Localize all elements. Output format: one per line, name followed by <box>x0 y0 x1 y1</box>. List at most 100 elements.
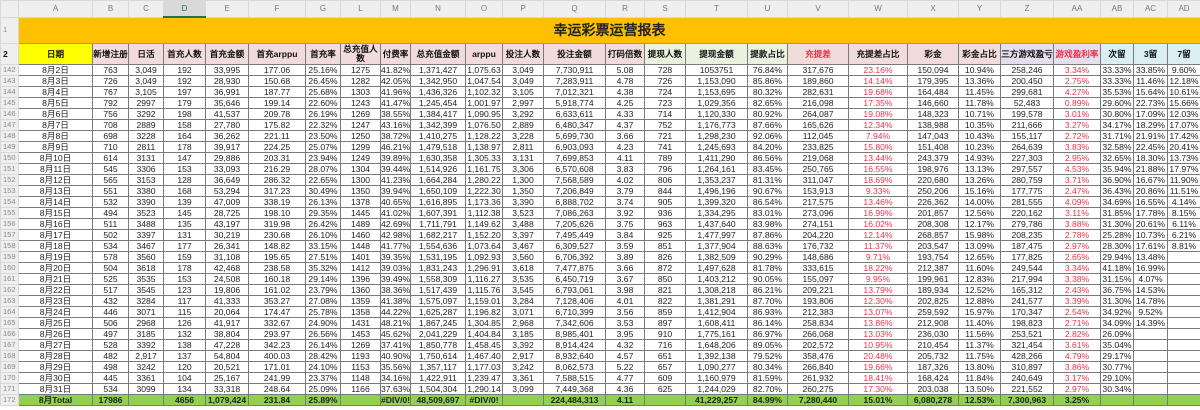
data-cell[interactable]: 1,437,640 <box>685 218 748 230</box>
data-cell[interactable]: 112,045 <box>787 130 849 142</box>
data-cell[interactable]: 5.08 <box>605 64 645 76</box>
data-cell[interactable]: 31.30% <box>1100 218 1134 230</box>
data-cell[interactable]: 3.39% <box>1053 295 1101 307</box>
data-cell[interactable]: 1,371,427 <box>410 64 466 76</box>
data-cell[interactable]: 208,308 <box>907 218 959 230</box>
data-cell[interactable]: #DIV/0! <box>380 394 411 406</box>
data-cell[interactable]: 224.25 <box>248 141 306 153</box>
data-cell[interactable]: 6,480,347 <box>543 119 606 131</box>
data-cell[interactable]: 212,387 <box>907 262 959 274</box>
row-number[interactable]: 153 <box>0 185 19 197</box>
data-cell[interactable]: 925 <box>644 229 686 241</box>
row-number[interactable]: 171 <box>0 383 19 395</box>
data-cell[interactable]: 338.19 <box>248 196 306 208</box>
data-cell[interactable]: 12.65% <box>958 251 1001 263</box>
data-cell[interactable]: 4.01 <box>605 295 645 307</box>
date-cell[interactable]: 8月15日 <box>18 207 93 219</box>
data-cell[interactable]: 333,615 <box>787 262 849 274</box>
data-cell[interactable]: 36,262 <box>205 130 249 142</box>
data-cell[interactable]: 13.80% <box>958 361 1001 373</box>
data-cell[interactable]: 11.75% <box>958 350 1001 362</box>
data-cell[interactable]: 1,102.32 <box>465 86 503 98</box>
data-cell[interactable]: 131 <box>163 229 206 241</box>
data-cell[interactable]: 1,531,195 <box>410 251 466 263</box>
date-cell[interactable]: 8月16日 <box>18 218 93 230</box>
date-cell[interactable]: 8月23日 <box>18 295 93 307</box>
data-cell[interactable]: 165,312 <box>1000 284 1054 296</box>
data-cell[interactable]: 25.78% <box>305 306 341 318</box>
data-cell[interactable]: 42.98% <box>380 229 411 241</box>
data-cell[interactable]: 1360 <box>340 284 381 296</box>
data-cell[interactable]: 3.95 <box>605 328 645 340</box>
date-cell[interactable]: 8月17日 <box>18 229 93 241</box>
data-cell[interactable]: 175.82 <box>248 119 306 131</box>
data-cell[interactable]: 11.90% <box>1167 174 1200 186</box>
date-cell[interactable]: 8月7日 <box>18 119 93 131</box>
data-cell[interactable]: 168,424 <box>907 372 959 384</box>
data-cell[interactable]: 11.37% <box>958 339 1001 351</box>
data-cell[interactable]: 494 <box>92 207 129 219</box>
data-cell[interactable]: 87.66% <box>747 119 788 131</box>
data-cell[interactable]: 1,001.97 <box>465 97 503 109</box>
data-cell[interactable]: 38.36% <box>380 284 411 296</box>
data-cell[interactable]: 19.66% <box>848 361 908 373</box>
data-cell[interactable]: 26.13% <box>305 196 341 208</box>
row-number[interactable]: 143 <box>0 75 19 87</box>
data-cell[interactable]: 532 <box>92 196 129 208</box>
data-cell[interactable]: 14.39% <box>1133 317 1168 329</box>
data-cell[interactable]: 35.32% <box>305 262 341 274</box>
data-cell[interactable]: 165,626 <box>787 119 849 131</box>
data-cell[interactable]: 2,968 <box>502 317 544 329</box>
data-cell[interactable]: 7,283,911 <box>543 75 606 87</box>
data-cell[interactable]: 177 <box>163 240 206 252</box>
data-cell[interactable]: 3,523 <box>502 207 544 219</box>
data-cell[interactable]: 1247 <box>340 119 381 131</box>
data-cell[interactable]: 3560 <box>128 251 164 263</box>
data-cell[interactable]: 1,149.62 <box>465 218 503 230</box>
data-cell[interactable]: 3380 <box>128 185 164 197</box>
data-cell[interactable]: 609 <box>644 372 686 384</box>
data-cell[interactable]: 83.98% <box>747 218 788 230</box>
data-cell[interactable]: 86.56% <box>747 152 788 164</box>
data-cell[interactable]: 3523 <box>128 207 164 219</box>
column-letter-U[interactable]: U <box>747 0 788 18</box>
data-cell[interactable]: 17.61% <box>1133 240 1168 252</box>
data-cell[interactable]: 752 <box>644 119 686 131</box>
data-cell[interactable]: 29.17% <box>1100 350 1134 362</box>
data-cell[interactable]: 3.92 <box>605 207 645 219</box>
data-cell[interactable]: 198 <box>163 108 206 120</box>
column-letter-B[interactable]: B <box>92 0 129 18</box>
data-cell[interactable]: 1,334,295 <box>685 207 748 219</box>
data-cell[interactable]: 29.35% <box>305 207 341 219</box>
date-cell[interactable]: 8月28日 <box>18 350 93 362</box>
data-cell[interactable]: 4.25 <box>605 97 645 109</box>
data-cell[interactable]: 87.70% <box>747 295 788 307</box>
data-cell[interactable]: 12.88% <box>958 295 1001 307</box>
column-letter-AC[interactable]: AC <box>1133 0 1168 18</box>
data-cell[interactable]: 81.31% <box>747 174 788 186</box>
data-cell[interactable]: 578 <box>92 251 129 263</box>
data-cell[interactable]: 17.97% <box>1167 163 1200 175</box>
data-cell[interactable]: 3242 <box>128 361 164 373</box>
data-cell[interactable]: 1,867,245 <box>410 317 466 329</box>
data-cell[interactable]: 23.16% <box>848 64 908 76</box>
data-cell[interactable]: 217,575 <box>787 196 849 208</box>
data-cell[interactable]: 4.79% <box>1053 350 1101 362</box>
column-letter-AA[interactable]: AA <box>1053 0 1101 18</box>
data-cell[interactable]: 3.83% <box>1053 141 1101 153</box>
data-cell[interactable]: 4.77 <box>605 372 645 384</box>
data-cell[interactable]: 1,177.03 <box>465 361 503 373</box>
data-cell[interactable]: 10.73% <box>1133 229 1168 241</box>
data-cell[interactable]: 13.09% <box>958 240 1001 252</box>
data-cell[interactable]: 84.99% <box>747 394 788 406</box>
date-cell[interactable]: 8月22日 <box>18 284 93 296</box>
data-cell[interactable]: 8,062,573 <box>543 361 606 373</box>
data-cell[interactable]: 3535 <box>128 273 164 285</box>
data-cell[interactable]: 28.07% <box>305 163 341 175</box>
data-cell[interactable]: 3,049 <box>502 75 544 87</box>
data-cell[interactable]: 1249 <box>340 152 381 164</box>
data-cell[interactable]: 3.86% <box>1053 361 1101 373</box>
data-cell[interactable]: 34.16% <box>380 372 411 384</box>
data-cell[interactable]: 90.67% <box>747 185 788 197</box>
data-cell[interactable]: 905 <box>644 196 686 208</box>
